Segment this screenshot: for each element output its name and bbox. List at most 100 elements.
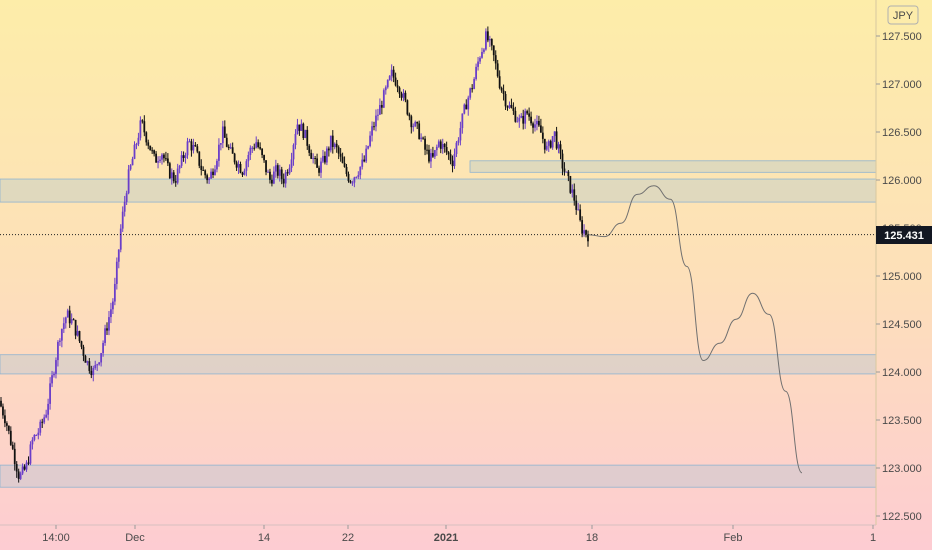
candle-body <box>545 145 548 150</box>
candle-body <box>53 373 55 376</box>
candle-body <box>351 182 354 184</box>
candle-body <box>174 181 177 183</box>
candle-body <box>481 51 483 58</box>
candle-body <box>188 141 191 143</box>
y-tick-label: 124.500 <box>882 319 922 331</box>
candle-body <box>31 439 34 445</box>
candle-body <box>45 414 48 418</box>
candle-body <box>384 87 387 91</box>
candle-body <box>565 171 568 173</box>
candle-body <box>416 121 419 124</box>
candle-body <box>121 211 124 229</box>
candle-body <box>43 417 46 423</box>
candle-body <box>265 160 267 173</box>
candle-body <box>587 234 589 242</box>
candle-body <box>241 172 244 175</box>
x-tick-label: 2021 <box>434 532 458 544</box>
candle-body <box>539 125 542 133</box>
candle-body <box>331 135 334 147</box>
candle-body <box>386 79 389 88</box>
candle-body <box>231 147 234 154</box>
y-tick-label: 125.000 <box>882 271 922 283</box>
candle-body <box>292 144 295 160</box>
candle-body <box>15 464 18 472</box>
candle-body <box>457 140 460 143</box>
candle-body <box>361 159 364 167</box>
support-resistance-zone <box>0 178 877 203</box>
candle-body <box>510 104 513 108</box>
candle-body <box>286 172 289 174</box>
candle-body <box>166 158 169 164</box>
candle-body <box>455 142 458 155</box>
candle-body <box>414 121 417 127</box>
candle-body <box>133 144 136 159</box>
candle-body <box>518 117 521 122</box>
candle-body <box>123 201 126 212</box>
candle-body <box>64 317 67 324</box>
candle-body <box>453 154 456 167</box>
candle-body <box>380 105 383 108</box>
candle-body <box>371 126 373 136</box>
candle-body <box>135 144 138 146</box>
candle-body <box>94 365 97 369</box>
candle-body <box>522 115 525 124</box>
candle-body <box>483 49 485 52</box>
candle-body <box>261 148 264 156</box>
candle-body <box>57 341 59 361</box>
y-tick-label: 126.000 <box>882 175 922 187</box>
candle-body <box>192 145 195 151</box>
candle-body <box>325 148 328 163</box>
support-resistance-zone <box>469 160 877 173</box>
candle-body <box>253 147 256 149</box>
candle-body <box>39 421 42 433</box>
candle-body <box>72 319 75 321</box>
candle-body <box>426 149 428 151</box>
candle-body <box>104 328 106 343</box>
candle-body <box>314 158 317 160</box>
candle-body <box>398 87 401 94</box>
candle-body <box>159 159 161 162</box>
candle-body <box>439 141 442 149</box>
candle-body <box>333 143 336 147</box>
candle-body <box>526 111 529 114</box>
candle-body <box>206 175 209 181</box>
candle-body <box>119 228 122 250</box>
candle-body <box>249 147 252 156</box>
candle-body <box>373 126 375 128</box>
currency-badge[interactable] <box>887 5 919 25</box>
candle-body <box>2 406 4 416</box>
candle-body <box>400 93 403 98</box>
candle-body <box>131 158 134 166</box>
candle-body <box>433 150 436 157</box>
candle-body <box>327 148 330 151</box>
candle-body <box>243 170 246 175</box>
candle-body <box>357 175 360 177</box>
candle-body <box>494 55 497 64</box>
candle-body <box>112 301 114 310</box>
candle-body <box>100 353 103 363</box>
candle-body <box>23 466 26 470</box>
candle-body <box>318 167 320 173</box>
candle-body <box>204 170 207 176</box>
candle-body <box>312 158 315 160</box>
candle-body <box>296 124 299 134</box>
candle-body <box>155 153 157 163</box>
candle-body <box>113 283 116 302</box>
candle-body <box>343 163 346 167</box>
candle-body <box>378 105 381 115</box>
candle-body <box>143 121 146 133</box>
candle-body <box>161 154 163 160</box>
candle-body <box>477 61 479 67</box>
candle-body <box>66 310 69 318</box>
candle-body <box>579 209 582 221</box>
candle-body <box>437 141 440 147</box>
candle-body <box>225 137 228 147</box>
candle-body <box>55 360 57 374</box>
candle-body <box>461 113 464 129</box>
candle-body <box>51 375 53 384</box>
candle-body <box>137 137 140 145</box>
candle-body <box>341 156 344 164</box>
candle-body <box>298 124 301 131</box>
